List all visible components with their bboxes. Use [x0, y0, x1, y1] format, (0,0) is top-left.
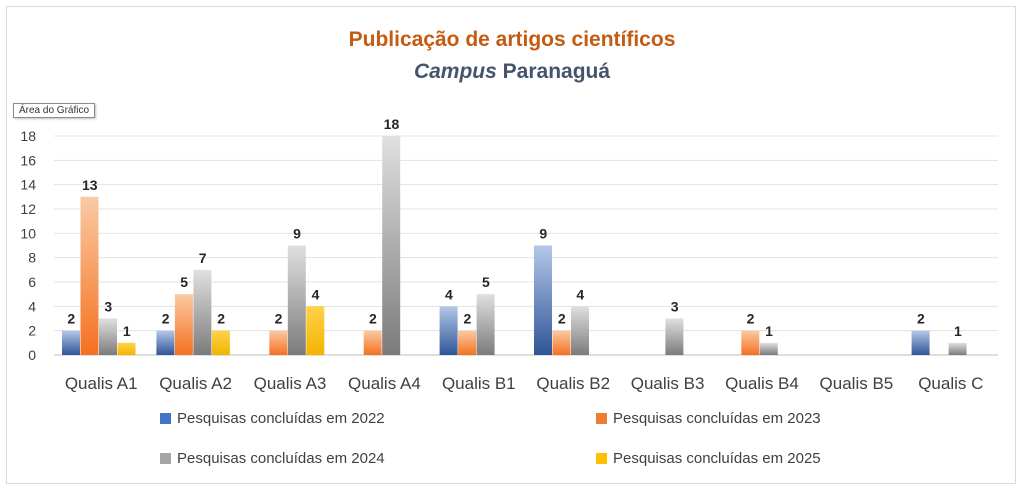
bar — [741, 330, 760, 355]
y-tick-label: 8 — [28, 250, 36, 266]
y-tick-label: 14 — [20, 177, 36, 193]
y-tick-label: 16 — [20, 152, 36, 168]
bar — [363, 330, 382, 355]
x-tick-label: Qualis B2 — [536, 374, 610, 393]
data-label: 9 — [293, 226, 301, 242]
bar — [99, 318, 117, 355]
data-label: 13 — [82, 177, 98, 193]
data-label: 2 — [217, 311, 225, 327]
x-tick-label: Qualis B1 — [442, 374, 516, 393]
bar — [287, 245, 306, 355]
chart-area — [6, 6, 1016, 484]
data-label: 1 — [954, 323, 962, 339]
y-tick-label: 18 — [20, 128, 36, 144]
legend-swatch — [160, 413, 171, 424]
data-label: 2 — [917, 311, 925, 327]
bar — [62, 330, 80, 355]
data-label: 5 — [482, 274, 490, 290]
x-tick-label: Qualis C — [918, 374, 983, 393]
x-tick-label: Qualis B3 — [631, 374, 705, 393]
chart-title: Publicação de artigos científicos — [348, 28, 676, 51]
legend-item: Pesquisas concluídas em 2024 — [160, 450, 385, 467]
subtitle-rest: Paranaguá — [502, 60, 611, 83]
y-tick-label: 12 — [20, 201, 36, 217]
x-tick-label: Qualis B4 — [725, 374, 799, 393]
data-label: 5 — [180, 274, 188, 290]
data-label: 3 — [671, 299, 679, 315]
bar — [439, 306, 458, 355]
legend-item: Pesquisas concluídas em 2022 — [160, 410, 385, 427]
data-label: 2 — [369, 311, 377, 327]
data-label: 2 — [747, 311, 755, 327]
legend-label: Pesquisas concluídas em 2024 — [177, 450, 385, 467]
bar — [382, 136, 401, 355]
data-label: 1 — [765, 323, 773, 339]
bar — [306, 306, 325, 355]
legend-label: Pesquisas concluídas em 2023 — [613, 410, 821, 427]
bar — [476, 294, 495, 355]
bar — [665, 318, 684, 355]
data-label: 7 — [199, 250, 207, 266]
bar — [534, 245, 552, 355]
x-tick-label: Qualis A1 — [65, 374, 138, 393]
bar — [269, 330, 288, 355]
data-label: 4 — [445, 286, 453, 302]
bar — [948, 342, 967, 355]
chart-area-tooltip: Área do Gráfico — [13, 103, 96, 118]
y-tick-label: 10 — [20, 225, 36, 241]
data-label: 4 — [312, 286, 320, 302]
bar — [759, 342, 778, 355]
legend-item: Pesquisas concluídas em 2023 — [596, 410, 821, 427]
bar — [552, 330, 571, 355]
legend-item: Pesquisas concluídas em 2025 — [596, 450, 821, 467]
legend-swatch — [596, 453, 607, 464]
x-tick-label: Qualis B5 — [820, 374, 894, 393]
x-tick-label: Qualis A4 — [348, 374, 421, 393]
bar — [80, 196, 99, 355]
y-tick-label: 2 — [28, 323, 36, 339]
data-label: 2 — [275, 311, 283, 327]
bar — [156, 330, 175, 355]
bar — [911, 330, 930, 355]
bar — [117, 342, 136, 355]
y-tick-label: 0 — [28, 347, 36, 363]
legend-label: Pesquisas concluídas em 2025 — [613, 450, 821, 467]
data-label: 4 — [576, 286, 584, 302]
data-label: 1 — [123, 323, 131, 339]
data-label: 3 — [104, 299, 112, 315]
data-label: 9 — [539, 226, 547, 242]
bar — [193, 269, 212, 355]
legend-label: Pesquisas concluídas em 2022 — [177, 410, 385, 427]
y-tick-label: 4 — [28, 298, 36, 314]
data-label: 2 — [162, 311, 170, 327]
bar — [174, 294, 193, 355]
subtitle-italic: Campus — [413, 60, 497, 83]
data-label: 2 — [67, 311, 75, 327]
data-label: 2 — [558, 311, 566, 327]
data-label: 18 — [384, 116, 400, 132]
x-tick-label: Qualis A3 — [254, 374, 327, 393]
bar — [571, 306, 589, 355]
bar — [458, 330, 477, 355]
data-label: 2 — [463, 311, 471, 327]
y-tick-label: 6 — [28, 274, 36, 290]
legend-swatch — [596, 413, 607, 424]
bar — [211, 330, 230, 355]
chart-subtitle: Campus Paranaguá — [0, 60, 1024, 84]
legend-swatch — [160, 453, 171, 464]
x-tick-label: Qualis A2 — [159, 374, 232, 393]
